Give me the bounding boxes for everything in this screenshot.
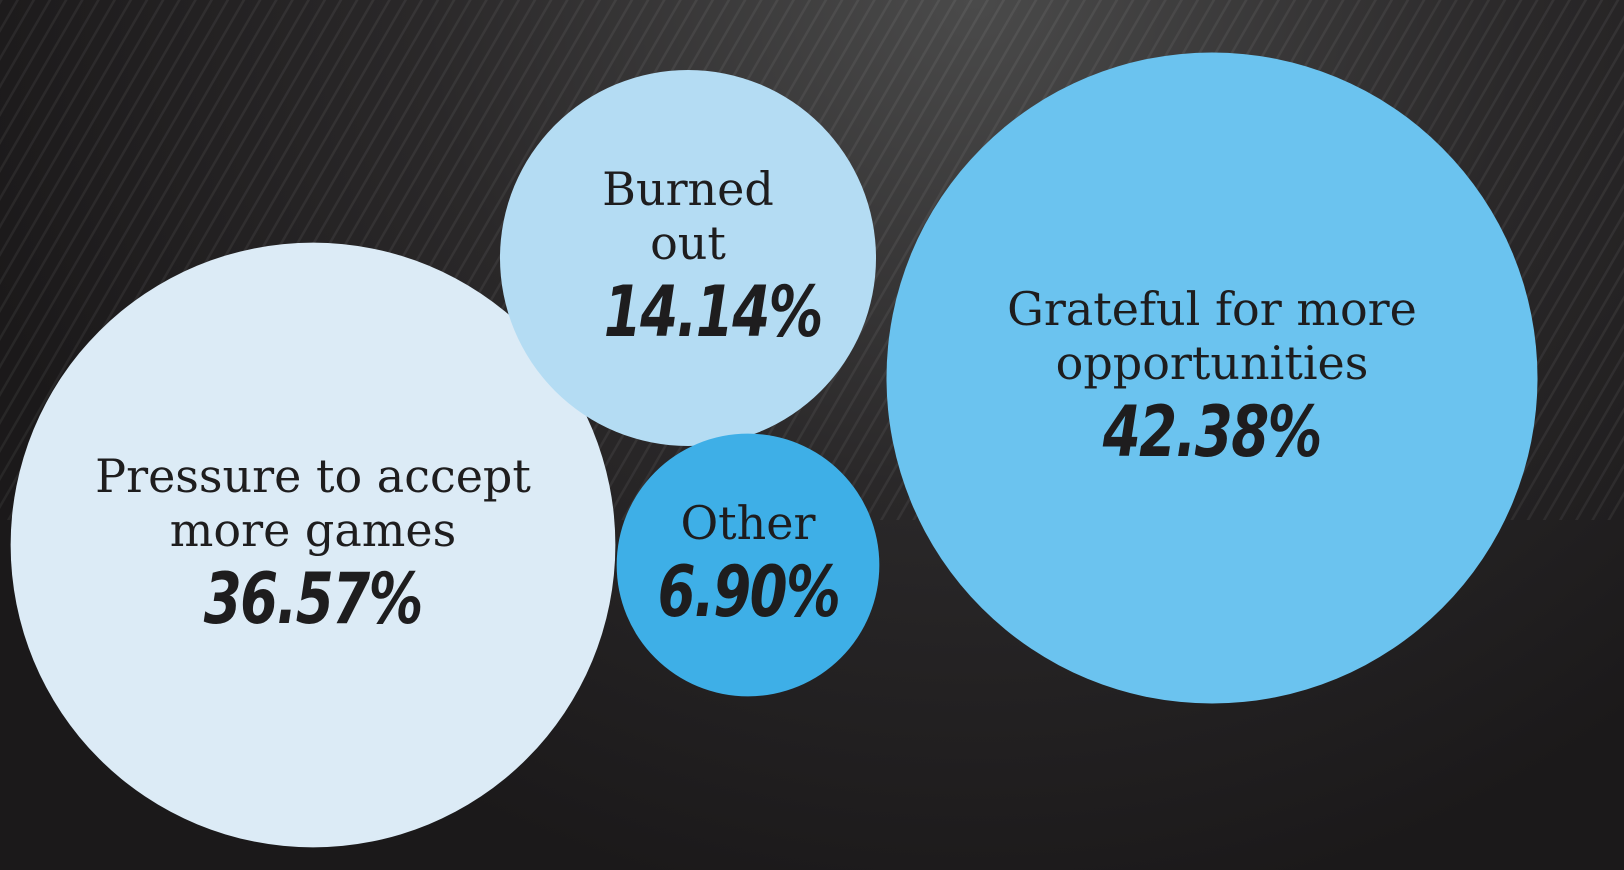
bubble-label: Other 6.90% bbox=[628, 496, 868, 634]
bubble bbox=[10, 242, 616, 848]
bubble-label: Burned out 14.14% bbox=[573, 162, 823, 354]
bubble-label: Grateful for more opportunities 42.38% bbox=[967, 282, 1457, 474]
category-label: Other bbox=[680, 496, 816, 550]
value-label: 36.57% bbox=[203, 558, 424, 640]
bubble bbox=[616, 433, 880, 697]
category-label: Grateful for more opportunities bbox=[1007, 282, 1417, 390]
value-label: 14.14% bbox=[603, 271, 824, 353]
category-label: Pressure to accept more games bbox=[95, 449, 531, 557]
category-label: Burned out bbox=[602, 162, 774, 270]
bubble bbox=[886, 52, 1538, 704]
value-label: 42.38% bbox=[1102, 391, 1323, 473]
bubble-label: Pressure to accept more games 36.57% bbox=[63, 449, 563, 641]
value-label: 6.90% bbox=[657, 551, 840, 633]
bubble bbox=[499, 69, 877, 447]
